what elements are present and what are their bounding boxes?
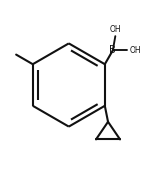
Text: OH: OH — [109, 25, 121, 34]
Text: B: B — [109, 45, 116, 55]
Text: OH: OH — [130, 46, 141, 55]
